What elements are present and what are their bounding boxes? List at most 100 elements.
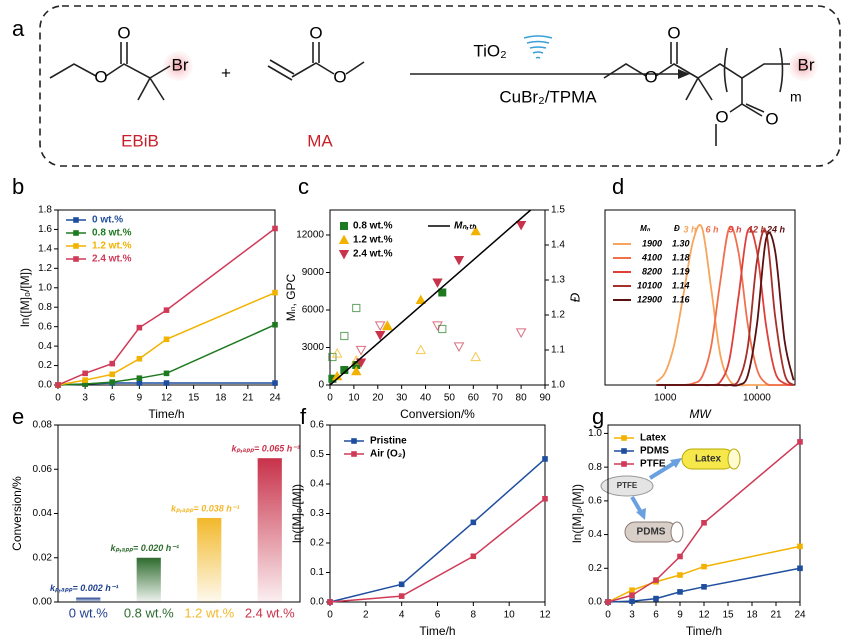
inset-label: Latex: [695, 454, 722, 465]
ebib-structure: [49, 42, 193, 101]
y-tick-label: 0.6: [588, 495, 602, 506]
panel-letter: e: [12, 404, 24, 429]
legend-label: 0 wt.%: [92, 215, 123, 226]
y2-axis-label: Đ: [567, 292, 582, 302]
y-tick-label: 3000: [302, 342, 325, 353]
y-tick-label: 0.08: [33, 420, 53, 431]
y-tick-label: 0.4: [310, 479, 324, 490]
plus-sign: +: [221, 63, 231, 82]
data-point: [701, 519, 707, 526]
peak-label: 3 h: [683, 224, 697, 234]
arrow-head: [678, 69, 690, 79]
data-point: [55, 382, 61, 388]
data-point: [109, 379, 116, 385]
x-tick-label: 10: [504, 610, 516, 621]
table-cell: 1.30: [672, 238, 690, 248]
table-cell: 4100: [641, 252, 662, 262]
data-point: [136, 355, 143, 362]
data-point: [272, 225, 278, 232]
dispersity-point: [374, 321, 386, 332]
legend-label: 1.2 wt.%: [353, 235, 393, 246]
y-tick-label: 0.0: [310, 597, 324, 608]
legend-label: Mₙ,ₜₕ: [454, 221, 477, 232]
x-tick-label: 6: [109, 393, 115, 404]
bar: [76, 597, 101, 602]
legend-marker: [351, 451, 357, 457]
data-point: [272, 289, 278, 296]
x-tick-label: 50: [444, 393, 456, 404]
x-tick-label: 2: [363, 610, 369, 621]
y-tick-label: 1.0: [38, 282, 52, 293]
bar-value-label: kₚ,ₐₚₚ= 0.065 h⁻¹: [231, 444, 300, 454]
x-tick-label: 0: [327, 393, 333, 404]
x-tick-label: 21: [242, 393, 254, 404]
table-cell: 8200: [642, 266, 662, 276]
x-tick-label: 8: [471, 610, 477, 621]
data-point: [677, 589, 683, 595]
y-tick-label: 0.2: [310, 538, 324, 549]
table-cell: 1.19: [672, 266, 690, 276]
data-point: [797, 439, 803, 445]
mn-point: [415, 294, 426, 305]
table-cell: 1.18: [672, 252, 690, 262]
inset-label: PDMS: [637, 527, 666, 538]
legend-marker: [339, 221, 348, 230]
data-point: [82, 370, 88, 377]
y-tick-label: 0.6: [38, 321, 52, 332]
g-inset-shapes: [600, 448, 741, 543]
reactant-label: EBiB: [121, 131, 159, 150]
y-tick-label: 1.2: [38, 263, 52, 274]
dispersity-point: [352, 303, 361, 313]
x-tick-label: 6: [653, 610, 659, 621]
series-line: [656, 231, 795, 387]
x-tick-label: 0: [605, 610, 611, 621]
data-point: [653, 577, 659, 583]
x-tick-label: 12: [698, 610, 710, 621]
y-tick-label: 0.2: [38, 360, 52, 371]
x-tick-label: 4: [399, 610, 405, 621]
legend-marker: [338, 249, 350, 260]
data-point: [542, 495, 548, 502]
y-axis-label: Conversion/%: [10, 476, 24, 551]
x-tick-label: 9: [137, 393, 143, 404]
data-point: [470, 519, 477, 526]
atom-label: Br: [172, 55, 189, 74]
x-tick-label: 30: [396, 393, 408, 404]
data-point: [797, 543, 803, 550]
x-tick-label: 0 wt.%: [69, 605, 108, 620]
bar-value-label: kₚ,ₐₚₚ= 0.020 h⁻¹: [110, 543, 179, 553]
x-tick-label: 0: [55, 393, 61, 404]
x-tick-label: 24: [794, 610, 806, 621]
data-point: [136, 324, 143, 331]
x-tick-label: 10: [348, 393, 360, 404]
data-point: [327, 599, 333, 605]
y-axis-label: Mₙ, GPC: [284, 273, 298, 321]
dispersity-point: [355, 345, 367, 356]
y2-tick-label: 1.2: [551, 310, 565, 321]
x-tick-label: 3: [82, 393, 88, 404]
legend-marker: [338, 234, 350, 245]
y-tick-label: 9000: [302, 267, 325, 278]
vortex-icon: [523, 35, 553, 59]
y-tick-label: 0.6: [310, 420, 324, 431]
data-point: [629, 598, 635, 604]
atom-label: O: [765, 109, 778, 128]
x-axis-label: MW: [689, 407, 712, 421]
x-tick-label: 3: [629, 610, 635, 621]
legend-marker: [73, 217, 79, 223]
catalyst-label: TiO₂: [473, 41, 506, 60]
legend-label: Latex: [640, 433, 667, 444]
x-tick-label: 1000: [654, 393, 677, 404]
series-line: [329, 498, 546, 603]
y-tick-label: 0.0: [588, 597, 602, 608]
x-tick-label: 18: [215, 393, 227, 404]
peak-label: 24 h: [766, 224, 786, 234]
dispersity-point: [415, 344, 427, 355]
x-tick-label: 18: [746, 610, 758, 621]
x-tick-label: 24: [269, 393, 281, 404]
mn-point: [432, 278, 443, 288]
atom-label: O: [715, 107, 728, 126]
y-tick-label: 12000: [296, 230, 324, 241]
data-point: [398, 581, 405, 588]
